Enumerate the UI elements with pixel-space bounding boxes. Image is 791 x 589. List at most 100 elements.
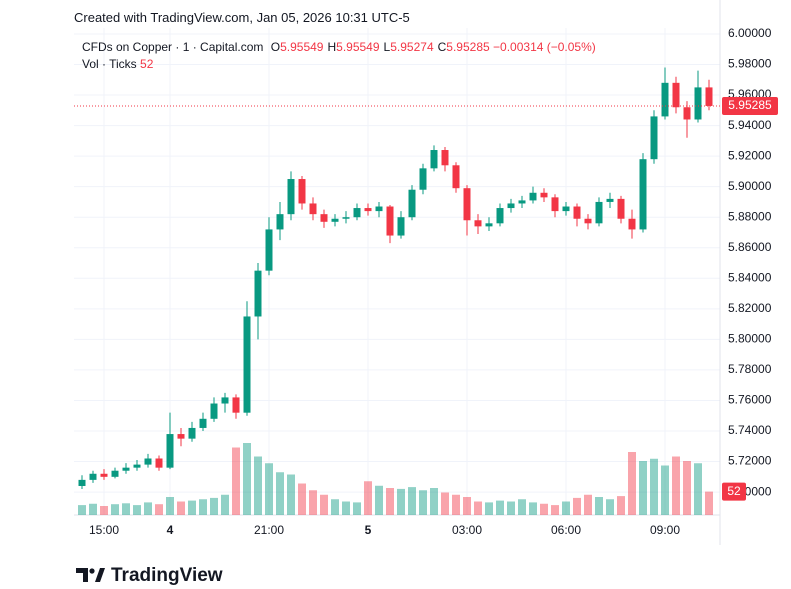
candle-body <box>595 201 603 224</box>
candle-body <box>573 206 581 219</box>
candle-body <box>518 200 526 204</box>
y-tick-label: 5.82000 <box>728 301 772 315</box>
x-tick-label: 03:00 <box>452 523 482 537</box>
volume-last: 52 <box>140 57 154 71</box>
volume-bar <box>672 456 680 515</box>
y-tick-label: 5.72000 <box>728 454 772 468</box>
candle-body <box>309 203 317 215</box>
ohlc-label: H <box>327 40 337 54</box>
ohlc: O5.95549 H5.95549 L5.95274 C5.95285 <box>267 40 490 54</box>
candle-body <box>342 217 350 219</box>
volume-bar <box>562 501 570 515</box>
volume-bar <box>331 499 339 515</box>
price-tag <box>722 96 778 115</box>
volume-bar <box>617 496 625 515</box>
y-tick-label: 5.74000 <box>728 423 772 437</box>
volume-bar <box>177 501 185 515</box>
volume-bar <box>606 499 614 515</box>
y-tick-label: 5.78000 <box>728 362 772 376</box>
volume-bar <box>496 500 504 515</box>
volume-tag-label: 52 <box>727 484 741 498</box>
volume-bar <box>408 487 416 515</box>
candle-body <box>463 188 471 221</box>
ohlc-value: 5.95274 <box>390 40 434 54</box>
candle-body <box>672 82 680 108</box>
candle-body <box>584 218 592 224</box>
candle-body <box>683 107 691 120</box>
candle-body <box>100 473 108 477</box>
candle-body <box>705 87 713 106</box>
candle-body <box>408 189 416 218</box>
x-tick-label: 09:00 <box>650 523 680 537</box>
candle-body <box>474 220 482 227</box>
volume-bar <box>320 494 328 515</box>
candle-body <box>254 270 262 317</box>
volume-bar <box>485 502 493 515</box>
y-tick-label: 6.00000 <box>728 26 772 40</box>
candle-body <box>188 427 196 439</box>
volume-tag <box>722 482 746 501</box>
volume-bar <box>419 490 427 515</box>
ohlc-value: 5.95285 <box>446 40 490 54</box>
y-tick-label: 5.80000 <box>728 332 772 346</box>
candle-body <box>507 203 515 209</box>
candle-body <box>276 214 284 230</box>
price-tag-label: 5.95285 <box>728 98 772 112</box>
volume-bar <box>144 502 152 515</box>
volume-bar <box>353 502 361 515</box>
candle-body <box>89 473 97 480</box>
header: Created with TradingView.com, Jan 05, 20… <box>74 10 410 25</box>
candle-body <box>331 218 339 222</box>
y-tick-label: 5.94000 <box>728 118 772 132</box>
volume-bar <box>386 488 394 515</box>
x-tick-label: 21:00 <box>254 523 284 537</box>
change: −0.00314 (−0.05%) <box>493 40 596 54</box>
footer-text: TradingView <box>111 565 223 586</box>
ohlc-label: L <box>383 40 391 54</box>
volume-bar <box>298 483 306 515</box>
volume-bar <box>661 465 669 515</box>
volume-bar <box>78 505 86 515</box>
x-tick-label: 4 <box>167 523 174 537</box>
volume-bar <box>188 500 196 515</box>
volume-bar <box>276 472 284 515</box>
candle-body <box>529 192 537 201</box>
candle-body <box>78 479 86 486</box>
volume-bar <box>540 503 548 515</box>
candle-body <box>243 316 251 413</box>
x-tick-label: 5 <box>365 523 372 537</box>
candle-body <box>364 208 372 212</box>
candle-body <box>606 198 614 202</box>
volume-bar <box>166 497 174 515</box>
ohlc-label: C <box>437 40 447 54</box>
volume-bar <box>221 494 229 515</box>
ohlc-value: 5.95549 <box>280 40 324 54</box>
y-tick-label: 5.92000 <box>728 148 772 162</box>
volume-bar <box>309 490 317 515</box>
candle-body <box>419 168 427 190</box>
x-tick-label: 06:00 <box>551 523 581 537</box>
candle-body <box>551 197 559 212</box>
volume-bar <box>705 491 713 515</box>
volume-bar <box>100 506 108 515</box>
candle-body <box>133 464 141 468</box>
candle-body <box>287 179 295 215</box>
volume-bar <box>254 456 262 515</box>
volume-legend: Vol · Ticks 52 <box>82 57 153 71</box>
candle-body <box>397 217 405 236</box>
footer-logo: TradingView <box>76 565 223 586</box>
volume-bar <box>342 501 350 515</box>
volume-bar <box>375 485 383 515</box>
candle-body <box>111 470 119 477</box>
candle-body <box>441 150 449 166</box>
candle-body <box>650 116 658 160</box>
volume-bar <box>518 499 526 515</box>
volume-bar <box>111 504 119 515</box>
volume-bar <box>397 488 405 515</box>
candle-body <box>375 206 383 212</box>
candle-body <box>353 208 361 218</box>
candle-body <box>155 458 163 468</box>
volume-bar <box>287 474 295 515</box>
volume-bar <box>584 494 592 515</box>
